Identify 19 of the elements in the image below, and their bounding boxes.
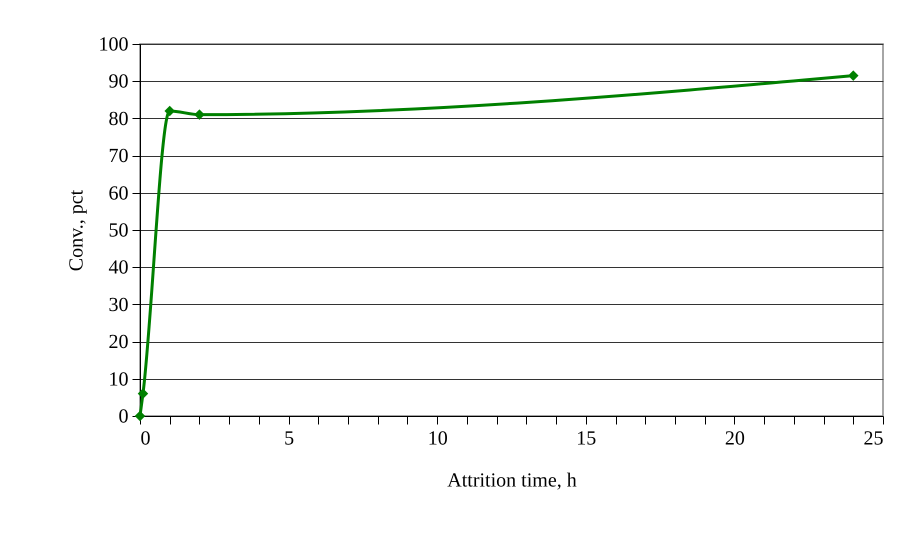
y-tick-label: 60 bbox=[108, 182, 128, 204]
y-tick-label: 70 bbox=[108, 145, 128, 168]
x-tick-label: 15 bbox=[576, 428, 596, 450]
x-tick-label: 10 bbox=[428, 428, 448, 450]
y-tick-label: 50 bbox=[108, 220, 128, 242]
x-axis-title: Attrition time, h bbox=[447, 470, 577, 492]
x-tick-label: 25 bbox=[864, 428, 884, 450]
y-tick-label: 10 bbox=[108, 368, 128, 390]
y-tick-label: 90 bbox=[108, 70, 128, 93]
x-tick-label: 20 bbox=[724, 428, 745, 450]
y-tick-label: 40 bbox=[108, 256, 128, 279]
y-tick-label: 100 bbox=[98, 34, 128, 56]
y-axis-title: Conv., pct bbox=[66, 189, 88, 272]
y-tick-label: 20 bbox=[108, 331, 128, 354]
x-tick-label: 0 bbox=[140, 428, 150, 450]
x-tick-label: 5 bbox=[284, 428, 294, 450]
y-tick-label: 80 bbox=[108, 108, 128, 130]
y-tick-label: 30 bbox=[108, 294, 128, 316]
y-tick-label: 0 bbox=[118, 406, 128, 428]
